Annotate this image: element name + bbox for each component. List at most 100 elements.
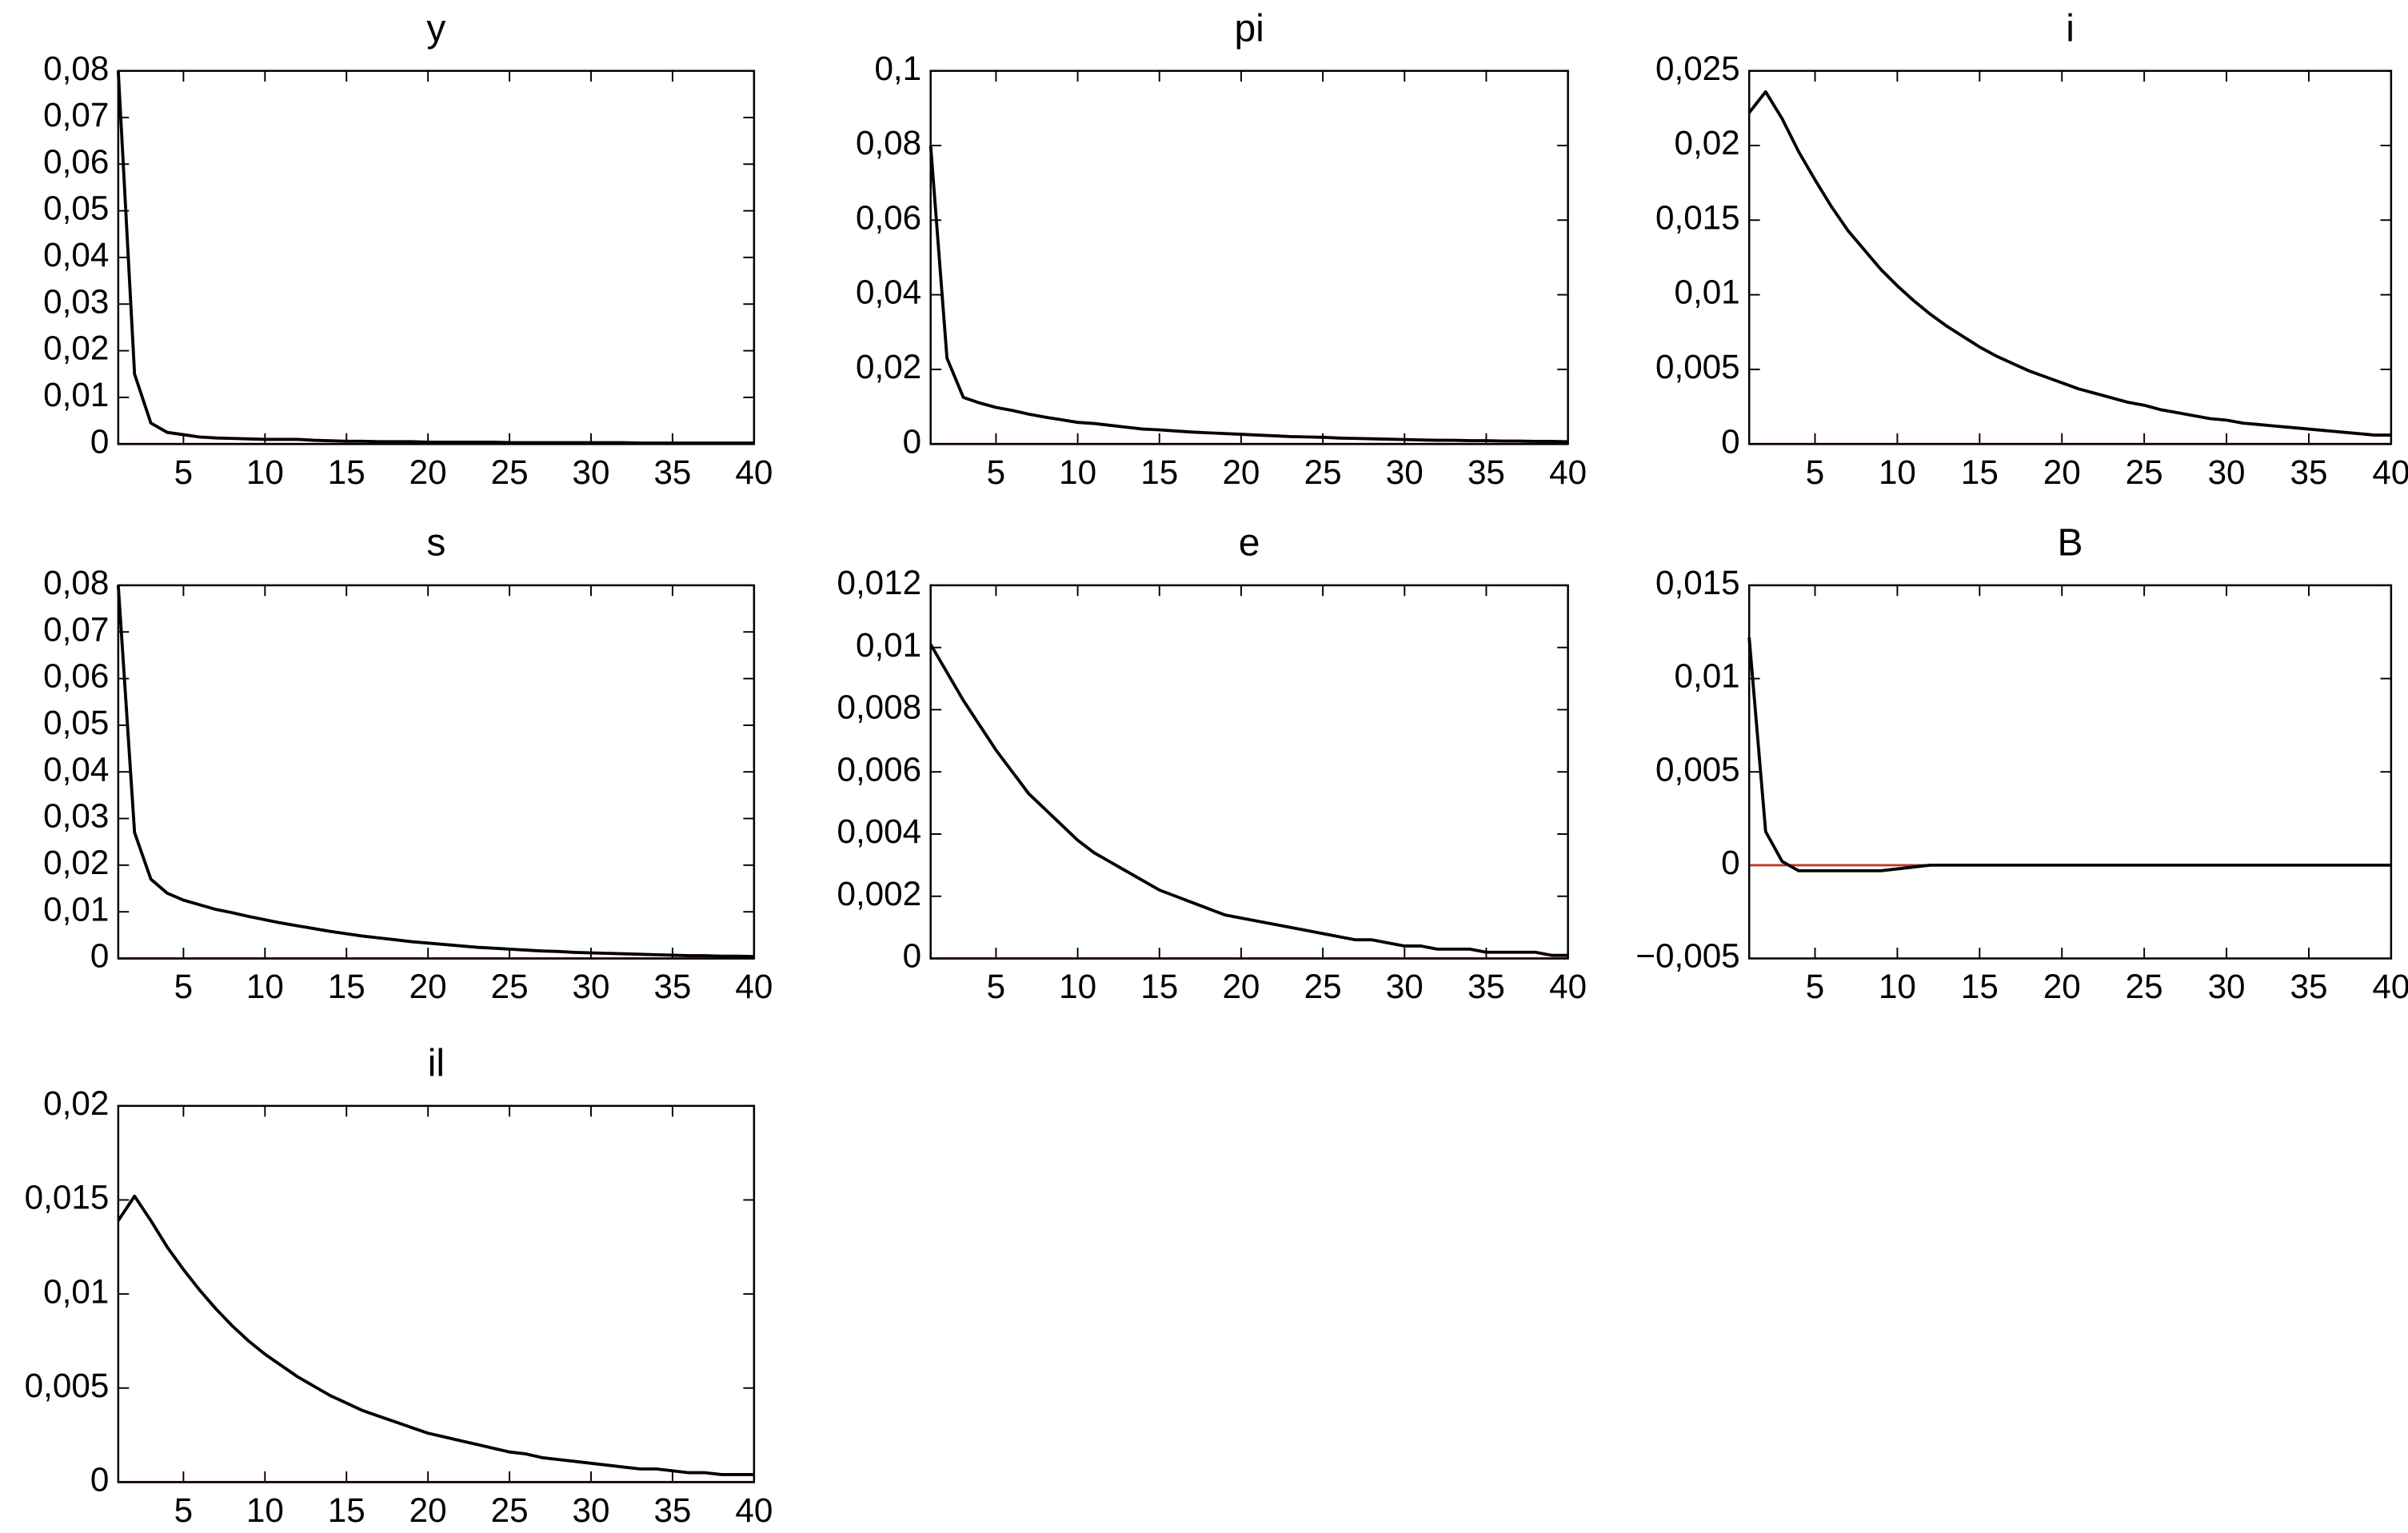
chart-title: il — [428, 1043, 445, 1085]
x-tick-label: 35 — [653, 1491, 691, 1529]
x-tick-label: 40 — [735, 453, 773, 491]
y-tick-label: 0 — [1721, 422, 1740, 460]
plot-frame — [117, 70, 756, 445]
y-tick-label: 0,03 — [43, 282, 109, 320]
x-tick-label: 10 — [1879, 968, 1916, 1005]
plot-frame — [1747, 584, 2393, 960]
x-tick-label: 20 — [2043, 453, 2081, 491]
y-tick-label: 0,025 — [1655, 50, 1740, 87]
x-tick-label: 30 — [573, 1491, 610, 1529]
y-tick-label: −0,005 — [1635, 937, 1739, 975]
y-tick-label: 0,08 — [43, 564, 109, 601]
line-series — [929, 643, 1568, 957]
y-tick-label: 0,02 — [1674, 124, 1739, 162]
chart-title: i — [2066, 7, 2075, 50]
x-tick-label: 25 — [1304, 453, 1342, 491]
x-tick-label: 30 — [1386, 968, 1424, 1005]
x-tick-label: 15 — [328, 968, 365, 1005]
y-tick-label: 0,02 — [43, 844, 109, 881]
x-tick-label: 5 — [1806, 453, 1825, 491]
line-series — [116, 70, 754, 445]
x-tick-label: 20 — [409, 968, 447, 1005]
x-tick-label: 30 — [2208, 968, 2246, 1005]
y-tick-label: 0,012 — [837, 564, 921, 601]
x-tick-label: 35 — [1468, 968, 1505, 1005]
y-tick-label: 0,015 — [1655, 564, 1740, 601]
y-tick-label: 0,005 — [25, 1367, 110, 1404]
x-tick-label: 25 — [491, 968, 529, 1005]
y-tick-label: 0,004 — [837, 812, 921, 850]
x-tick-label: 35 — [1468, 453, 1505, 491]
y-tick-label: 0,015 — [25, 1179, 110, 1216]
plot-frame — [929, 584, 1569, 960]
chart-title: e — [1239, 522, 1260, 565]
y-tick-label: 0,05 — [43, 704, 109, 741]
y-tick-label: 0 — [90, 422, 109, 460]
x-tick-label: 25 — [1304, 968, 1342, 1005]
plot-frame — [117, 584, 756, 960]
x-tick-label: 5 — [174, 968, 193, 1005]
line-series — [116, 585, 754, 959]
x-tick-label: 5 — [174, 1491, 193, 1529]
y-tick-label: 0,08 — [43, 50, 109, 87]
y-tick-label: 0 — [1721, 844, 1740, 881]
x-tick-label: 15 — [1961, 453, 1999, 491]
x-tick-label: 10 — [246, 453, 284, 491]
x-tick-label: 25 — [491, 1491, 529, 1529]
x-tick-label: 25 — [491, 453, 529, 491]
plot-frame — [1747, 70, 2393, 445]
x-tick-label: 20 — [409, 453, 447, 491]
x-tick-label: 15 — [1961, 968, 1999, 1005]
y-tick-label: 0,1 — [874, 50, 921, 87]
y-tick-label: 0,01 — [43, 1272, 109, 1310]
chart-title: B — [2058, 522, 2083, 565]
x-tick-label: 20 — [2043, 968, 2081, 1005]
y-tick-label: 0,07 — [43, 610, 109, 648]
x-tick-label: 5 — [174, 453, 193, 491]
line-series — [928, 145, 1568, 444]
x-tick-label: 25 — [2126, 453, 2163, 491]
y-tick-label: 0,07 — [43, 96, 109, 134]
x-tick-label: 30 — [573, 453, 610, 491]
y-tick-label: 0,02 — [43, 329, 109, 367]
y-tick-label: 0,01 — [1674, 273, 1739, 311]
x-tick-label: 35 — [653, 968, 691, 1005]
x-tick-label: 15 — [1140, 453, 1178, 491]
y-tick-label: 0,01 — [856, 626, 921, 664]
x-tick-label: 15 — [328, 1491, 365, 1529]
x-tick-label: 40 — [1549, 968, 1587, 1005]
x-tick-label: 10 — [246, 1491, 284, 1529]
y-tick-label: 0,006 — [837, 750, 921, 788]
y-tick-label: 0,08 — [856, 124, 921, 162]
plot-frame — [117, 1104, 756, 1483]
y-tick-label: 0 — [90, 1461, 109, 1499]
x-tick-label: 35 — [653, 453, 691, 491]
y-tick-label: 0,05 — [43, 190, 109, 227]
x-tick-label: 10 — [1059, 453, 1096, 491]
y-tick-label: 0 — [90, 937, 109, 975]
x-tick-label: 35 — [2290, 968, 2327, 1005]
chart-title: s — [426, 522, 445, 565]
x-tick-label: 40 — [735, 968, 773, 1005]
chart-title: y — [426, 7, 445, 50]
y-tick-label: 0 — [903, 937, 922, 975]
y-tick-label: 0,06 — [43, 142, 109, 180]
y-tick-label: 0,01 — [1674, 657, 1739, 695]
x-tick-label: 30 — [1386, 453, 1424, 491]
x-tick-label: 15 — [328, 453, 365, 491]
x-tick-label: 25 — [2126, 968, 2163, 1005]
y-tick-label: 0,005 — [1655, 750, 1740, 788]
y-tick-label: 0,015 — [1655, 198, 1740, 236]
x-tick-label: 5 — [987, 968, 1006, 1005]
x-tick-label: 10 — [246, 968, 284, 1005]
y-tick-label: 0,03 — [43, 797, 109, 835]
x-tick-label: 15 — [1140, 968, 1178, 1005]
x-tick-label: 40 — [2372, 968, 2408, 1005]
chart-title: pi — [1234, 7, 1264, 50]
y-tick-label: 0,02 — [43, 1084, 109, 1122]
y-tick-label: 0,01 — [43, 376, 109, 413]
y-tick-label: 0 — [903, 422, 922, 460]
line-series — [117, 1194, 754, 1476]
